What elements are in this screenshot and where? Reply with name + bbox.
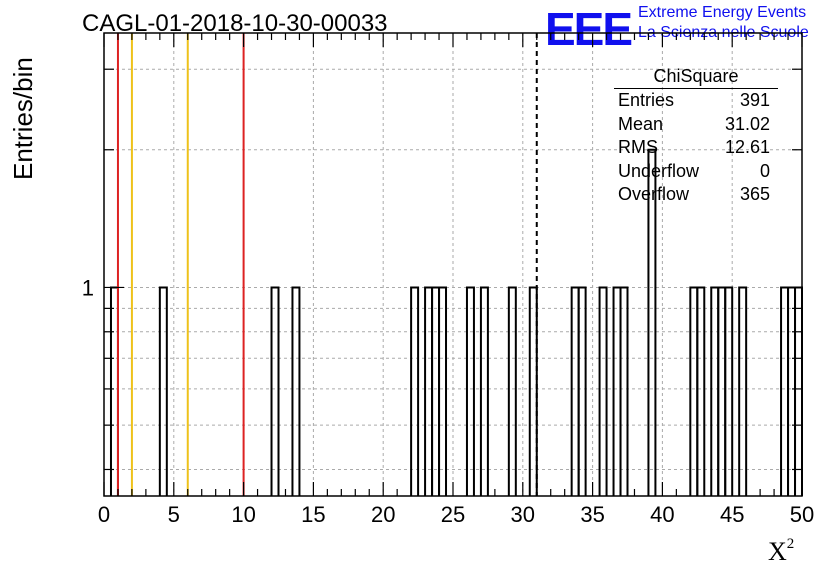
axes: 0 5 10 15 20 25 30 35 40 45 50 1 <box>82 32 814 527</box>
stats-value: 391 <box>739 90 770 110</box>
x-tick-label: 5 <box>168 502 180 527</box>
stats-value: 31.02 <box>724 113 770 134</box>
stats-row: Overflow 365 <box>612 183 778 207</box>
histogram-bin <box>465 286 475 496</box>
histogram-bin <box>598 286 608 496</box>
histogram-bin <box>410 286 420 496</box>
histogram-bin <box>528 286 538 496</box>
histogram-bin <box>270 286 280 496</box>
histogram-bin <box>794 286 803 496</box>
histogram-bin <box>710 286 720 496</box>
stats-title: ChiSquare <box>614 66 778 89</box>
histogram-bin <box>647 148 657 496</box>
stats-box: ChiSquare Entries 391 Mean 31.02 RMS 12.61 Und… <box>612 66 778 207</box>
stats-label: Entries <box>618 90 675 110</box>
x-axis-label: X2 <box>768 536 794 567</box>
x-tick-label: 50 <box>790 502 814 527</box>
histogram-bin <box>619 286 629 496</box>
grid-layer <box>104 33 802 496</box>
y-tick-label: 1 <box>82 275 94 300</box>
stats-label: Underflow <box>618 160 700 181</box>
histogram-bin <box>570 286 580 496</box>
stats-label: Mean <box>618 113 664 134</box>
histogram-bin <box>291 286 301 496</box>
histogram-bin <box>724 286 734 496</box>
histogram-bin <box>479 286 489 496</box>
stats-value: 12.61 <box>724 137 770 157</box>
histogram-bin <box>438 286 448 496</box>
histogram-bin <box>780 286 790 496</box>
histogram-bin <box>738 286 748 496</box>
x-tick-label: 35 <box>580 502 604 527</box>
histogram-bin <box>696 286 706 496</box>
histogram-bin <box>431 286 441 496</box>
stats-row: Entries 391 <box>612 89 778 113</box>
stats-row: Underflow 0 <box>612 160 778 184</box>
x-tick-label: 25 <box>441 502 465 527</box>
x-tick-label: 40 <box>650 502 674 527</box>
stats-row: RMS 12.61 <box>612 136 778 160</box>
histogram-bin <box>424 286 434 496</box>
eee-logo: EEE <box>545 3 633 55</box>
stats-row: Mean 31.02 <box>612 113 778 137</box>
histogram-bin <box>612 286 622 496</box>
reference-lines <box>116 33 538 496</box>
x-tick-label: 15 <box>301 502 325 527</box>
histogram-bin <box>577 286 587 496</box>
x-tick-label: 0 <box>98 502 110 527</box>
x-axis-label-main: X <box>768 537 787 566</box>
stats-label: RMS <box>618 137 658 157</box>
histogram-bin <box>507 286 517 496</box>
histogram-bin <box>717 286 727 496</box>
x-tick-label: 20 <box>371 502 395 527</box>
stats-rows: Entries 391 Mean 31.02 RMS 12.61 Underflow 0 Ove… <box>612 89 778 207</box>
x-axis-label-sup: 2 <box>786 536 795 552</box>
stats-label: Overflow <box>618 184 690 204</box>
x-tick-label: 30 <box>511 502 535 527</box>
x-tick-label: 10 <box>231 502 255 527</box>
stats-value: 0 <box>759 160 770 181</box>
histogram-bin <box>158 286 168 496</box>
logo-line-1: Extreme Energy Events <box>638 4 807 21</box>
histogram-bin <box>109 286 119 496</box>
x-tick-label: 45 <box>720 502 744 527</box>
stats-value: 365 <box>739 184 770 204</box>
histogram-bin <box>787 286 797 496</box>
histogram-bin <box>689 286 699 496</box>
